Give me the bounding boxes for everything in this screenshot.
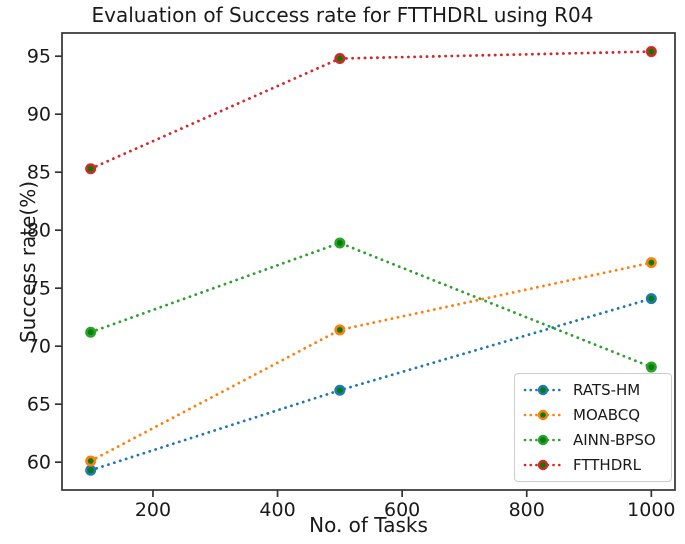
legend-item-MOABCQ: MOABCQ <box>523 403 663 427</box>
legend-label-RATS-HM: RATS-HM <box>573 380 641 399</box>
x-tick-label: 200 <box>135 499 171 521</box>
x-tick-label: 1000 <box>627 499 675 521</box>
legend: RATS-HM MOABCQ AINN-BPSO FTTHDRL <box>514 373 672 482</box>
data-point-RATS-HM <box>85 464 97 476</box>
x-tick-label: 400 <box>259 499 295 521</box>
series-line-FTTHDRL <box>89 50 653 171</box>
y-tick-label: 80 <box>27 220 51 242</box>
y-tick-label: 95 <box>27 46 51 68</box>
legend-marker-AINN-BPSO <box>523 434 563 446</box>
data-point-RATS-HM <box>645 293 657 305</box>
data-point-AINN-BPSO <box>85 326 97 338</box>
legend-item-FTTHDRL: FTTHDRL <box>523 453 663 477</box>
y-tick-label: 60 <box>27 452 51 474</box>
data-point-RATS-HM <box>334 384 346 396</box>
legend-item-AINN-BPSO: AINN-BPSO <box>523 428 663 452</box>
chart-title: Evaluation of Success rate for FTTHDRL u… <box>91 3 594 27</box>
x-tick-label: 800 <box>509 499 545 521</box>
plot-spines <box>61 32 676 491</box>
data-point-FTTHDRL <box>334 53 346 65</box>
x-axis-label: No. of Tasks <box>309 513 428 537</box>
y-tick-label: 65 <box>27 394 51 416</box>
data-point-AINN-BPSO <box>334 237 346 249</box>
data-point-MOABCQ <box>334 324 346 336</box>
data-point-FTTHDRL <box>85 163 97 175</box>
x-tick-label: 600 <box>384 499 420 521</box>
y-tick-label: 90 <box>27 104 51 126</box>
series-line-AINN-BPSO <box>89 241 653 369</box>
data-point-FTTHDRL <box>645 46 657 58</box>
y-tick-label: 85 <box>27 162 51 184</box>
legend-item-RATS-HM: RATS-HM <box>523 378 663 402</box>
legend-label-MOABCQ: MOABCQ <box>573 405 641 424</box>
y-tick-label: 75 <box>27 278 51 300</box>
data-point-MOABCQ <box>645 257 657 269</box>
legend-marker-RATS-HM <box>523 384 563 395</box>
y-tick-label: 70 <box>27 336 51 358</box>
legend-label-FTTHDRL: FTTHDRL <box>573 456 642 475</box>
legend-label-AINN-BPSO: AINN-BPSO <box>573 431 656 450</box>
legend-marker-MOABCQ <box>523 409 563 421</box>
data-point-AINN-BPSO <box>645 361 657 373</box>
y-axis-label: Success rate(%) <box>16 180 40 344</box>
series-line-MOABCQ <box>89 261 653 463</box>
data-point-MOABCQ <box>85 455 97 467</box>
legend-marker-FTTHDRL <box>523 460 563 471</box>
